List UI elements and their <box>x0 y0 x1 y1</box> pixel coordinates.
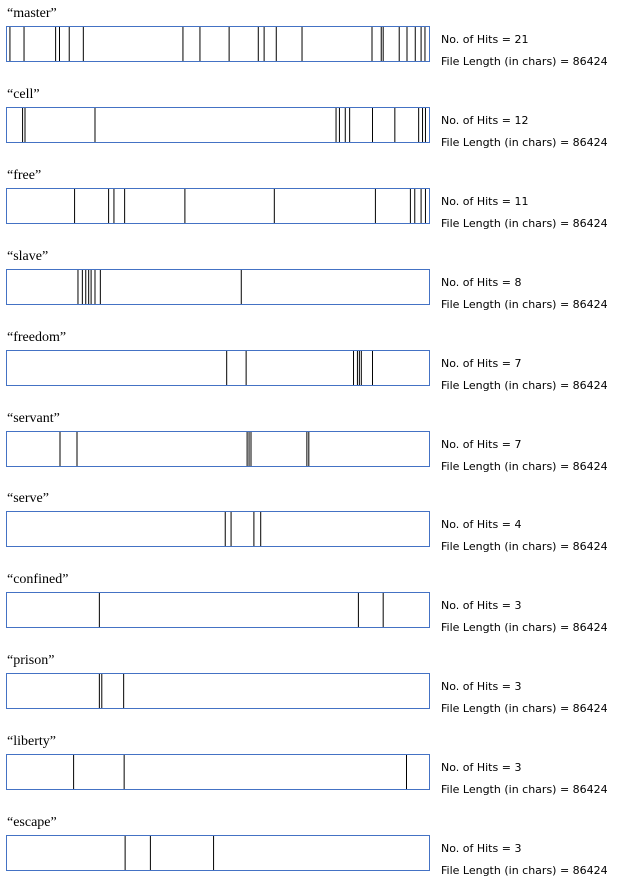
file-length: File Length (in chars) = 86424 <box>441 702 608 715</box>
file-length: File Length (in chars) = 86424 <box>441 540 608 553</box>
term-row: “escape” No. of Hits = 3 File Length (in c… <box>0 815 630 895</box>
dispersion-strip <box>6 592 430 628</box>
strip-svg <box>73 755 408 789</box>
dispersion-strip <box>6 673 430 709</box>
term-stats: No. of Hits = 21 File Length (in chars) =… <box>441 29 608 73</box>
file-length: File Length (in chars) = 86424 <box>441 136 608 149</box>
hits-count: No. of Hits = 7 <box>441 357 522 370</box>
term-label: “slave” <box>7 249 49 264</box>
term-label: “servant” <box>7 411 60 426</box>
term-stats: No. of Hits = 3 File Length (in chars) = … <box>441 595 608 639</box>
hits-count: No. of Hits = 7 <box>441 438 522 451</box>
strip-svg <box>224 512 262 546</box>
hits-count: No. of Hits = 11 <box>441 195 529 208</box>
file-length: File Length (in chars) = 86424 <box>441 298 608 311</box>
strip-svg <box>124 836 215 870</box>
dispersion-strip <box>6 431 430 467</box>
dispersion-strip <box>6 26 430 62</box>
term-label: “liberty” <box>7 734 56 749</box>
strip-svg <box>9 27 426 61</box>
file-length: File Length (in chars) = 86424 <box>441 783 608 796</box>
term-row: “confined” No. of Hits = 3 File Length (in… <box>0 572 630 652</box>
term-row: “freedom” No. of Hits = 7 File Length (in … <box>0 330 630 410</box>
term-stats: No. of Hits = 4 File Length (in chars) = … <box>441 514 608 558</box>
term-stats: No. of Hits = 3 File Length (in chars) = … <box>441 676 608 720</box>
dispersion-strip <box>6 835 430 871</box>
strip-svg <box>22 108 426 142</box>
strip-svg <box>59 432 310 466</box>
term-row: “free” No. of Hits = 11 File Length (in ch… <box>0 168 630 248</box>
strip-svg <box>98 674 125 708</box>
strip-svg <box>74 189 426 223</box>
hits-count: No. of Hits = 3 <box>441 680 522 693</box>
file-length: File Length (in chars) = 86424 <box>441 55 608 68</box>
file-length: File Length (in chars) = 86424 <box>441 621 608 634</box>
term-label: “cell” <box>7 87 40 102</box>
term-label: “escape” <box>7 815 57 830</box>
term-label: “prison” <box>7 653 55 668</box>
term-label: “confined” <box>7 572 69 587</box>
dispersion-strip <box>6 107 430 143</box>
hits-count: No. of Hits = 12 <box>441 114 529 127</box>
file-length: File Length (in chars) = 86424 <box>441 864 608 877</box>
dispersion-strip <box>6 269 430 305</box>
term-stats: No. of Hits = 11 File Length (in chars) =… <box>441 191 608 235</box>
hits-count: No. of Hits = 4 <box>441 518 522 531</box>
hits-count: No. of Hits = 3 <box>441 842 522 855</box>
term-row: “master” No. of Hits = 21 File Length (in … <box>0 6 630 86</box>
hits-count: No. of Hits = 3 <box>441 761 522 774</box>
term-label: “serve” <box>7 491 49 506</box>
dispersion-strip <box>6 754 430 790</box>
strip-svg <box>98 593 384 627</box>
term-row: “servant” No. of Hits = 7 File Length (in … <box>0 411 630 491</box>
term-stats: No. of Hits = 3 File Length (in chars) = … <box>441 838 608 882</box>
term-stats: No. of Hits = 7 File Length (in chars) = … <box>441 434 608 478</box>
hits-count: No. of Hits = 8 <box>441 276 522 289</box>
term-stats: No. of Hits = 12 File Length (in chars) =… <box>441 110 608 154</box>
file-length: File Length (in chars) = 86424 <box>441 379 608 392</box>
term-stats: No. of Hits = 8 File Length (in chars) = … <box>441 272 608 316</box>
strip-svg <box>226 351 373 385</box>
dispersion-strip <box>6 188 430 224</box>
term-label: “master” <box>7 6 57 21</box>
term-row: “liberty” No. of Hits = 3 File Length (in … <box>0 734 630 814</box>
file-length: File Length (in chars) = 86424 <box>441 217 608 230</box>
term-stats: No. of Hits = 7 File Length (in chars) = … <box>441 353 608 397</box>
hits-count: No. of Hits = 3 <box>441 599 522 612</box>
dispersion-strip <box>6 511 430 547</box>
term-row: “prison” No. of Hits = 3 File Length (in c… <box>0 653 630 733</box>
file-length: File Length (in chars) = 86424 <box>441 460 608 473</box>
dispersion-strip <box>6 350 430 386</box>
term-row: “cell” No. of Hits = 12 File Length (in ch… <box>0 87 630 167</box>
term-label: “freedom” <box>7 330 67 345</box>
strip-svg <box>77 270 242 304</box>
term-stats: No. of Hits = 3 File Length (in chars) = … <box>441 757 608 801</box>
term-label: “free” <box>7 168 42 183</box>
term-row: “serve” No. of Hits = 4 File Length (in ch… <box>0 491 630 571</box>
hits-count: No. of Hits = 21 <box>441 33 529 46</box>
term-row: “slave” No. of Hits = 8 File Length (in ch… <box>0 249 630 329</box>
